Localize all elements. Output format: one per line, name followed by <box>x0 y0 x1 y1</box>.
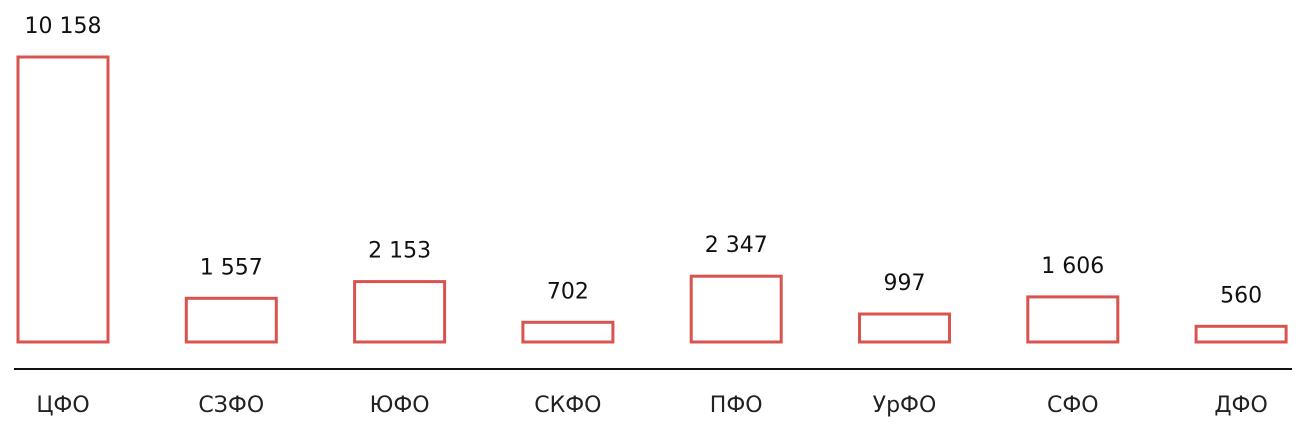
value-label: 997 <box>884 271 926 296</box>
category-label: СКФО <box>534 393 601 418</box>
bars-group <box>16 55 1288 344</box>
bar-6 <box>858 312 951 344</box>
value-label: 1 557 <box>200 255 263 280</box>
category-label: СЗФО <box>198 393 264 418</box>
bar-7 <box>1026 295 1120 344</box>
value-label: 702 <box>547 279 589 304</box>
bar-2 <box>184 296 278 344</box>
category-labels-group: ЦФО СЗФО ЮФО СКФО ПФО УрФО СФО ДФО <box>36 393 1267 418</box>
bar-8 <box>1194 324 1288 344</box>
value-label: 560 <box>1220 283 1262 308</box>
category-label: ДФО <box>1214 393 1267 418</box>
value-label: 10 158 <box>25 14 102 39</box>
bar-3 <box>353 280 447 344</box>
category-label: СФО <box>1047 393 1099 418</box>
category-label: ЮФО <box>370 393 430 418</box>
bar-5 <box>689 274 783 344</box>
category-label: ЦФО <box>36 393 89 418</box>
value-label: 2 153 <box>368 239 431 264</box>
value-labels-group: 10 158 1 557 2 153 702 2 347 997 1 606 560 <box>25 14 1263 308</box>
bar-4 <box>521 320 615 344</box>
category-label: УрФО <box>873 393 937 418</box>
value-label: 1 606 <box>1041 254 1104 279</box>
category-label: ПФО <box>710 393 763 418</box>
bar-1 <box>16 55 110 344</box>
value-label: 2 347 <box>705 233 768 258</box>
